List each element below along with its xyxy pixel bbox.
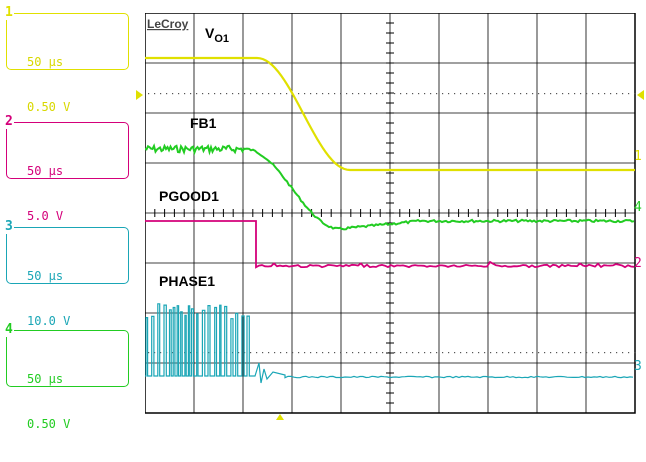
channel-2-volts-div: 5.0 V [27, 209, 64, 223]
channel-1-number: 1 [4, 5, 14, 20]
marker-ch4: 4 [634, 200, 642, 215]
channel-1-timebase: 50 µs [27, 55, 64, 69]
channel-4-volts-div: 0.50 V [27, 417, 71, 431]
channel-3-timebase: 50 µs [27, 269, 64, 283]
channel-2-number: 2 [4, 114, 14, 129]
channel-2-panel[interactable]: 2 50 µs 5.0 V [4, 114, 129, 223]
trigger-level-marker-left [136, 90, 143, 100]
marker-ch3: 3 [634, 359, 642, 374]
channel-4-number: 4 [4, 322, 14, 337]
channel-1-volts-div: 0.50 V [27, 100, 71, 114]
trace-vo1 [145, 56, 635, 172]
label-phase1: PHASE1 [159, 273, 215, 289]
trace-phase1 [145, 303, 634, 384]
trace-fb1 [145, 143, 635, 231]
trigger-level-marker-right [637, 90, 644, 100]
channel-4-timebase: 50 µs [27, 372, 64, 386]
channel-4-panel[interactable]: 4 50 µs 0.50 V [4, 322, 129, 431]
label-vo1: VO1 [205, 25, 229, 45]
marker-ch1: 1 [634, 149, 642, 164]
channel-2-timebase: 50 µs [27, 164, 64, 178]
label-fb1: FB1 [190, 115, 217, 131]
channel-3-panel[interactable]: 3 50 µs 10.0 V [4, 219, 129, 328]
channel-3-volts-div: 10.0 V [27, 314, 71, 328]
scope-display[interactable]: LeCroy VO1 FB1 PGOOD1 PHASE1 1 4 2 3 [145, 13, 645, 428]
marker-ch2: 2 [634, 256, 642, 271]
graticule-center-ticks [145, 13, 626, 414]
brand-logo: LeCroy [147, 17, 189, 31]
trigger-position-marker [276, 414, 284, 420]
trace-pgood1 [145, 220, 635, 269]
channel-1-panel[interactable]: 1 50 µs 0.50 V [4, 5, 129, 114]
channel-3-number: 3 [4, 219, 14, 234]
label-pgood1: PGOOD1 [159, 188, 219, 204]
